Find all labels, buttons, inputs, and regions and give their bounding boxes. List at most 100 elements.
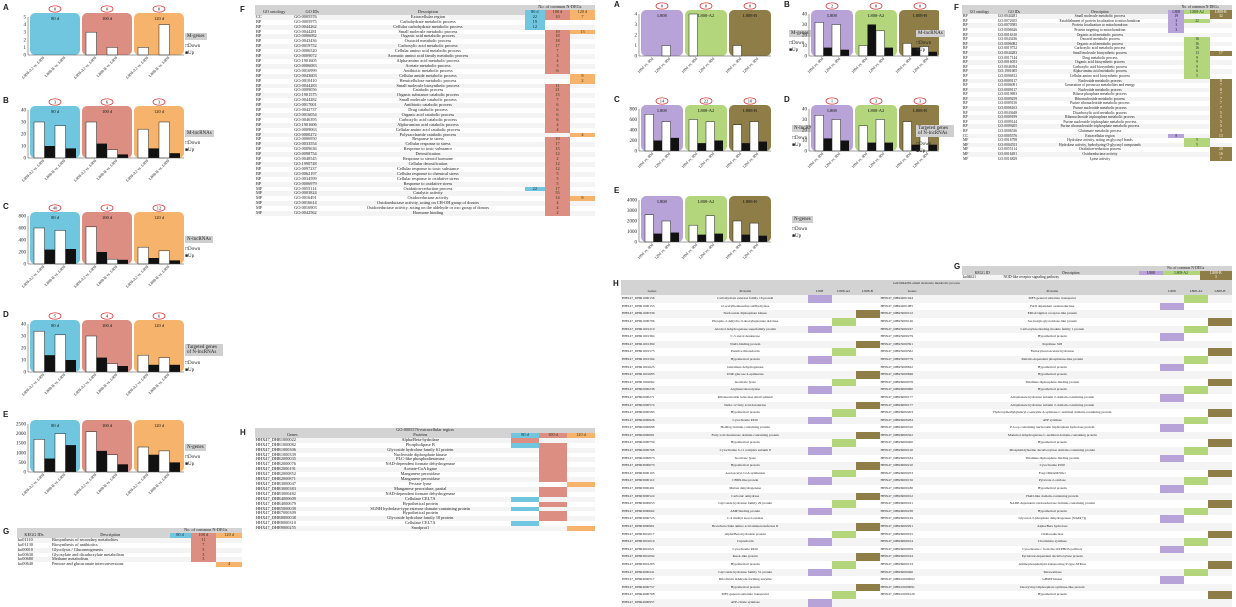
fill-cell bbox=[1184, 477, 1208, 486]
fill-cell bbox=[1208, 431, 1232, 440]
fill-cell bbox=[807, 485, 832, 493]
table-cell: 13 bbox=[1184, 50, 1210, 56]
count-header: No. of common N-DEGs bbox=[1139, 266, 1232, 271]
fill-cell bbox=[831, 325, 856, 334]
table-cell: 22 bbox=[524, 186, 545, 192]
table-cell: BP bbox=[255, 63, 294, 69]
table-cell: GO:0004553 bbox=[996, 142, 1032, 148]
right-panel-A-letter: A bbox=[614, 0, 620, 9]
table-cell bbox=[1184, 119, 1210, 125]
table-row: HHX47_DHR2000871 Manganese peroxidase bbox=[255, 477, 595, 482]
protein-name: Hypothetical protein bbox=[944, 507, 1160, 516]
table-cell: Generation of precursor metabolites and … bbox=[1031, 83, 1169, 88]
x-tick-label: L808-A2 vs. L808 bbox=[125, 55, 150, 80]
table-row: HHX47_DHR3001203 Hypothetical protein HHX4… bbox=[621, 560, 1232, 569]
gene-id: HHX47_DHR2000871 bbox=[255, 477, 330, 482]
fill-cell bbox=[807, 416, 832, 425]
fill-cell bbox=[1208, 591, 1232, 599]
table-body: CC GO:0005576 Extracellular region 22 10 7 BP G… bbox=[255, 14, 595, 216]
fill-cell bbox=[1208, 553, 1232, 561]
fill-cell bbox=[807, 576, 832, 584]
table-cell: BP bbox=[255, 49, 294, 55]
fill-cell bbox=[511, 496, 539, 502]
gene-id: HHX47_DHR10000062 bbox=[879, 576, 945, 584]
bar-up bbox=[749, 121, 759, 152]
bar-down bbox=[911, 47, 920, 56]
table-cell: GO:0016053 bbox=[996, 60, 1032, 65]
fill-cell bbox=[831, 363, 856, 372]
table-cell bbox=[569, 171, 595, 177]
table-head: No. of common N-DEGs KEGG IDs Description 8… bbox=[17, 528, 242, 538]
fill-cell bbox=[1208, 325, 1232, 334]
y-tick-label: 1000 bbox=[16, 451, 27, 456]
table-cell: Cellular carbohydrate metabolic process bbox=[331, 24, 525, 30]
gene-id: HHX47_DHR3000653 bbox=[621, 500, 683, 508]
protein-name: Cytochrome c from the OXPHOS pathway bbox=[944, 545, 1160, 554]
table-row: HHX47_DHR3000482 NAD-dependent formate de… bbox=[255, 491, 595, 497]
table-cell: BP bbox=[255, 142, 294, 148]
fill-cell bbox=[855, 485, 880, 493]
gene-id: HHX47_DHR6000400 bbox=[879, 439, 945, 448]
table-cell bbox=[1168, 110, 1185, 116]
table-cell: ko00680 bbox=[17, 557, 51, 563]
table-row: BP GO:0009144 Purine nucleoside triphospha… bbox=[962, 119, 1232, 125]
y-tick-label: 0 bbox=[805, 150, 808, 155]
protein-name: Glutamate dehydrogenase bbox=[682, 363, 808, 372]
table-cell bbox=[1209, 27, 1232, 33]
table-cell: MF bbox=[962, 152, 997, 157]
fill-cell bbox=[855, 340, 880, 349]
protein-name: HAD-like domain-containing protein bbox=[944, 492, 1160, 501]
column-header: Proteins bbox=[329, 432, 511, 438]
fill-cell bbox=[831, 378, 856, 387]
table-cell: BP bbox=[255, 58, 294, 64]
table-cell bbox=[1168, 124, 1185, 130]
x-tick-label: L808-B vs. L808 bbox=[147, 55, 170, 78]
fill-cell bbox=[1208, 477, 1232, 486]
fill-cell bbox=[855, 325, 880, 334]
gene-id: HHX47_DHR1000022 bbox=[255, 437, 330, 443]
gene-id: HHX47_DHR1000706 bbox=[621, 317, 683, 326]
fill-cell bbox=[855, 560, 880, 569]
protein-name: Arginase/deacetylase bbox=[682, 386, 808, 394]
count-label: 0 bbox=[158, 7, 161, 12]
table-cell: GO:0006812 bbox=[996, 73, 1032, 79]
table-cell: Oxidoreductase activity bbox=[331, 196, 525, 202]
fill-cell bbox=[807, 371, 832, 379]
table-cell: 16 bbox=[1184, 41, 1210, 47]
table-row: MF GO:0003824 Catalytic activity 55 bbox=[255, 191, 595, 197]
table-cell bbox=[569, 68, 595, 74]
table-cell: 12 bbox=[545, 166, 570, 172]
protein-name: Hypothetical protein bbox=[329, 501, 511, 507]
table-cell bbox=[569, 88, 595, 94]
table-row: BP GO:0009072 Aromatic amino acid family m… bbox=[255, 54, 595, 59]
fill-cell bbox=[807, 523, 832, 531]
table-row: HHX47_DHR4000768 MFS general substrate tr… bbox=[621, 591, 1232, 599]
table-cell: Oxoacid metabolic process bbox=[331, 39, 525, 45]
table-cell bbox=[1184, 152, 1210, 157]
column-header: L808-A2 bbox=[831, 287, 856, 296]
table-cell: GO:0044283 bbox=[293, 83, 332, 89]
table-cell: BP bbox=[962, 18, 997, 24]
table-cell: ko01110 bbox=[17, 537, 51, 543]
right-panel-B-letter: B bbox=[784, 0, 790, 9]
table-cell: Small molecule metabolic process bbox=[1031, 14, 1169, 19]
x-tick-label: L808-A2 vs. L808 bbox=[125, 472, 150, 497]
protein-name: Carbonic anhydrase bbox=[682, 492, 808, 501]
fill-cell bbox=[1160, 591, 1184, 599]
table-cell bbox=[569, 157, 595, 162]
table-cell bbox=[1184, 110, 1210, 116]
fill-cell bbox=[807, 424, 832, 432]
gene-id: HHX47_DHR2000574 bbox=[621, 401, 683, 410]
protein-name: Hypothetical protein bbox=[682, 355, 808, 364]
gene-id: HHX47_DHR6000180 bbox=[879, 485, 945, 493]
table-cell bbox=[569, 98, 595, 104]
table-cell bbox=[1168, 78, 1185, 84]
fill-cell bbox=[511, 481, 539, 487]
table-row: HHX47_DHR1000306 Glycoside hydrolase fami… bbox=[255, 447, 595, 453]
table-cell: 14 bbox=[545, 196, 570, 202]
fill-cell bbox=[1184, 553, 1208, 561]
protein-name: Delta-12 fatty acid desaturase bbox=[682, 401, 808, 410]
table-row: BP GO:0006520 Cellular amino acid metaboli… bbox=[255, 49, 595, 55]
table-cell: MF bbox=[255, 186, 294, 192]
table-cell bbox=[1209, 73, 1232, 79]
